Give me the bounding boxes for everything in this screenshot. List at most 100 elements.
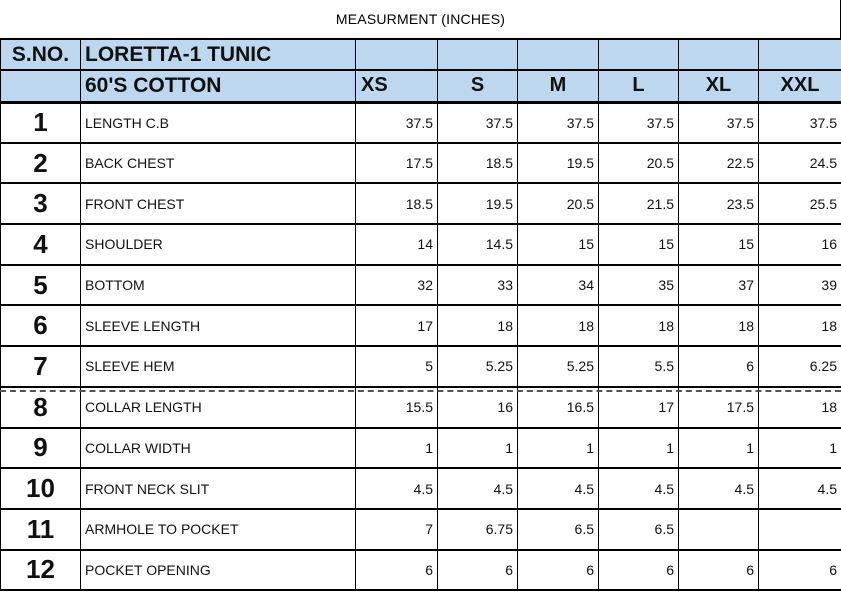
value-cell-xxl[interactable]: 37.5 bbox=[758, 101, 841, 144]
value-cell-s[interactable]: 6 bbox=[437, 548, 518, 592]
size-header-m[interactable]: M bbox=[517, 69, 599, 104]
measurement-label-cell[interactable]: ARMHOLE TO POCKET bbox=[80, 507, 356, 551]
header-empty-cell[interactable] bbox=[678, 38, 759, 71]
value-cell-m[interactable]: 1 bbox=[517, 426, 599, 470]
value-cell-xxl[interactable]: 18 bbox=[758, 385, 841, 429]
value-cell-xxl[interactable] bbox=[758, 507, 841, 551]
value-cell-s[interactable]: 37.5 bbox=[437, 101, 518, 144]
measurement-label-cell[interactable]: BOTTOM bbox=[80, 263, 356, 307]
measurement-label-cell[interactable]: COLLAR WIDTH bbox=[80, 426, 356, 470]
value-cell-xxl[interactable]: 4.5 bbox=[758, 467, 841, 510]
header-empty-cell[interactable] bbox=[598, 38, 679, 71]
value-cell-l[interactable]: 35 bbox=[598, 263, 679, 307]
value-cell-xxl[interactable]: 24.5 bbox=[758, 141, 841, 185]
row-number-cell[interactable]: 4 bbox=[0, 223, 81, 266]
size-header-l[interactable]: L bbox=[598, 69, 679, 104]
row-number-cell[interactable]: 3 bbox=[0, 182, 81, 226]
value-cell-xl[interactable]: 6 bbox=[678, 345, 759, 388]
measurement-label-cell[interactable]: FRONT NECK SLIT bbox=[80, 467, 356, 510]
value-cell-m[interactable]: 6 bbox=[517, 548, 599, 592]
header-empty-cell[interactable] bbox=[0, 69, 81, 104]
measurement-label-cell[interactable]: FRONT CHEST bbox=[80, 182, 356, 226]
value-cell-xs[interactable]: 4.5 bbox=[355, 467, 438, 510]
header-empty-cell[interactable] bbox=[437, 38, 518, 71]
row-number-cell[interactable]: 9 bbox=[0, 426, 81, 470]
value-cell-s[interactable]: 33 bbox=[437, 263, 518, 307]
value-cell-m[interactable]: 18 bbox=[517, 304, 599, 348]
sno-header-cell[interactable]: S.NO. bbox=[0, 38, 81, 71]
value-cell-l[interactable]: 21.5 bbox=[598, 182, 679, 226]
value-cell-xl[interactable] bbox=[678, 507, 759, 551]
value-cell-xl[interactable]: 6 bbox=[678, 548, 759, 592]
value-cell-xl[interactable]: 23.5 bbox=[678, 182, 759, 226]
value-cell-xxl[interactable]: 25.5 bbox=[758, 182, 841, 226]
row-number-cell[interactable]: 1 bbox=[0, 101, 81, 144]
value-cell-m[interactable]: 15 bbox=[517, 223, 599, 266]
size-header-s[interactable]: S bbox=[437, 69, 518, 104]
row-number-cell[interactable]: 8 bbox=[0, 385, 81, 429]
fabric-name-cell[interactable]: 60'S COTTON bbox=[80, 69, 356, 104]
value-cell-m[interactable]: 16.5 bbox=[517, 385, 599, 429]
row-number-cell[interactable]: 2 bbox=[0, 141, 81, 185]
row-number-cell[interactable]: 7 bbox=[0, 345, 81, 388]
row-number-cell[interactable]: 6 bbox=[0, 304, 81, 348]
value-cell-s[interactable]: 16 bbox=[437, 385, 518, 429]
value-cell-m[interactable]: 34 bbox=[517, 263, 599, 307]
value-cell-xs[interactable]: 5 bbox=[355, 345, 438, 388]
header-empty-cell[interactable] bbox=[355, 38, 438, 71]
value-cell-m[interactable]: 6.5 bbox=[517, 507, 599, 551]
value-cell-l[interactable]: 17 bbox=[598, 385, 679, 429]
value-cell-xs[interactable]: 14 bbox=[355, 223, 438, 266]
value-cell-s[interactable]: 18 bbox=[437, 304, 518, 348]
value-cell-xs[interactable]: 37.5 bbox=[355, 101, 438, 144]
value-cell-xxl[interactable]: 16 bbox=[758, 223, 841, 266]
value-cell-xs[interactable]: 7 bbox=[355, 507, 438, 551]
value-cell-xl[interactable]: 18 bbox=[678, 304, 759, 348]
value-cell-xs[interactable]: 32 bbox=[355, 263, 438, 307]
value-cell-l[interactable]: 15 bbox=[598, 223, 679, 266]
value-cell-s[interactable]: 6.75 bbox=[437, 507, 518, 551]
value-cell-xl[interactable]: 4.5 bbox=[678, 467, 759, 510]
product-name-cell[interactable]: LORETTA-1 TUNIC bbox=[80, 38, 356, 71]
row-number-cell[interactable]: 10 bbox=[0, 467, 81, 510]
value-cell-s[interactable]: 19.5 bbox=[437, 182, 518, 226]
measurement-label-cell[interactable]: SLEEVE HEM bbox=[80, 345, 356, 388]
measurement-label-cell[interactable]: SLEEVE LENGTH bbox=[80, 304, 356, 348]
value-cell-m[interactable]: 4.5 bbox=[517, 467, 599, 510]
header-empty-cell[interactable] bbox=[517, 38, 599, 71]
measurement-label-cell[interactable]: BACK CHEST bbox=[80, 141, 356, 185]
value-cell-l[interactable]: 6 bbox=[598, 548, 679, 592]
value-cell-s[interactable]: 1 bbox=[437, 426, 518, 470]
value-cell-m[interactable]: 5.25 bbox=[517, 345, 599, 388]
value-cell-l[interactable]: 20.5 bbox=[598, 141, 679, 185]
measurement-label-cell[interactable]: SHOULDER bbox=[80, 223, 356, 266]
row-number-cell[interactable]: 5 bbox=[0, 263, 81, 307]
value-cell-xxl[interactable]: 6.25 bbox=[758, 345, 841, 388]
value-cell-xl[interactable]: 37 bbox=[678, 263, 759, 307]
value-cell-xl[interactable]: 17.5 bbox=[678, 385, 759, 429]
value-cell-l[interactable]: 6.5 bbox=[598, 507, 679, 551]
value-cell-xxl[interactable]: 1 bbox=[758, 426, 841, 470]
value-cell-xs[interactable]: 18.5 bbox=[355, 182, 438, 226]
value-cell-m[interactable]: 20.5 bbox=[517, 182, 599, 226]
value-cell-s[interactable]: 14.5 bbox=[437, 223, 518, 266]
size-header-xxl[interactable]: XXL bbox=[758, 69, 841, 104]
value-cell-s[interactable]: 18.5 bbox=[437, 141, 518, 185]
value-cell-s[interactable]: 4.5 bbox=[437, 467, 518, 510]
value-cell-xl[interactable]: 15 bbox=[678, 223, 759, 266]
header-empty-cell[interactable] bbox=[758, 38, 841, 71]
value-cell-l[interactable]: 5.5 bbox=[598, 345, 679, 388]
value-cell-l[interactable]: 18 bbox=[598, 304, 679, 348]
value-cell-xxl[interactable]: 39 bbox=[758, 263, 841, 307]
value-cell-xl[interactable]: 22.5 bbox=[678, 141, 759, 185]
value-cell-m[interactable]: 37.5 bbox=[517, 101, 599, 144]
measurement-label-cell[interactable]: COLLAR LENGTH bbox=[80, 385, 356, 429]
value-cell-xxl[interactable]: 18 bbox=[758, 304, 841, 348]
row-number-cell[interactable]: 12 bbox=[0, 548, 81, 592]
value-cell-s[interactable]: 5.25 bbox=[437, 345, 518, 388]
value-cell-xl[interactable]: 1 bbox=[678, 426, 759, 470]
value-cell-xxl[interactable]: 6 bbox=[758, 548, 841, 592]
measurement-label-cell[interactable]: LENGTH C.B bbox=[80, 101, 356, 144]
size-header-xl[interactable]: XL bbox=[678, 69, 759, 104]
row-number-cell[interactable]: 11 bbox=[0, 507, 81, 551]
